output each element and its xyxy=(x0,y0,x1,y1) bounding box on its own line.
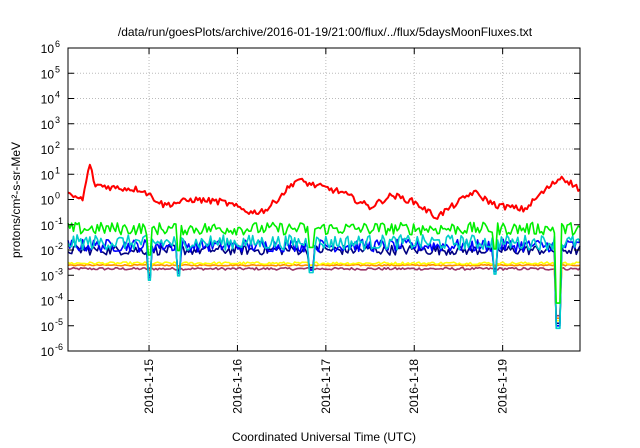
y-tick-exponent: 4 xyxy=(55,90,60,100)
series-line xyxy=(67,163,581,220)
y-tick-exponent: 0 xyxy=(55,191,60,201)
y-tick-label: 10 xyxy=(41,42,55,56)
y-tick-exponent: -1 xyxy=(55,216,63,226)
x-tick-label: 2016-1-16 xyxy=(230,359,244,414)
x-axis-label: Coordinated Universal Time (UTC) xyxy=(232,430,416,444)
plot-frame xyxy=(67,47,581,352)
series-line xyxy=(67,261,581,322)
y-tick-label: 10 xyxy=(41,67,55,81)
x-tick-label: 2016-1-17 xyxy=(319,359,333,414)
y-tick-label: 10 xyxy=(41,93,55,107)
y-tick-exponent: 5 xyxy=(55,64,60,74)
y-tick-exponent: -4 xyxy=(55,292,63,302)
y-tick-exponent: 3 xyxy=(55,115,60,125)
y-tick-exponent: -2 xyxy=(55,241,63,251)
y-tick-label: 10 xyxy=(41,168,55,182)
series-line xyxy=(67,266,581,317)
series-line xyxy=(67,234,581,330)
y-tick-exponent: 6 xyxy=(55,39,60,49)
y-axis-label: protons/cm²-s-sr-MeV xyxy=(9,142,23,258)
x-tick-label: 2016-1-18 xyxy=(407,359,421,414)
y-tick-exponent: 1 xyxy=(55,165,60,175)
y-tick-label: 10 xyxy=(41,194,55,208)
y-tick-label: 10 xyxy=(41,269,55,283)
series-line xyxy=(67,244,581,325)
y-axis: 10 -610 -510 -410 -310 -210 -110 010 110 210 310 41… xyxy=(41,39,580,359)
series-line xyxy=(67,221,581,304)
y-tick-exponent: -3 xyxy=(55,266,63,276)
y-tick-label: 10 xyxy=(41,295,55,309)
grid xyxy=(68,48,580,351)
y-tick-label: 10 xyxy=(41,143,55,157)
y-tick-label: 10 xyxy=(41,244,55,258)
series-line xyxy=(67,263,581,320)
y-tick-label: 10 xyxy=(41,118,55,132)
y-tick-exponent: -5 xyxy=(55,317,63,327)
y-tick-exponent: 2 xyxy=(55,140,60,150)
series-line xyxy=(67,238,581,327)
y-tick-exponent: -6 xyxy=(55,342,63,352)
y-tick-label: 10 xyxy=(41,219,55,233)
x-axis: 2016-1-15 2016-1-16 2016-1-17 2016-1-18 2016… xyxy=(142,48,510,414)
y-tick-label: 10 xyxy=(41,345,55,359)
x-tick-label: 2016-1-19 xyxy=(496,359,510,414)
x-tick-label: 2016-1-15 xyxy=(142,359,156,414)
chart-title: /data/run/goesPlots/archive/2016-01-19/2… xyxy=(118,25,533,39)
series-group xyxy=(67,163,581,330)
y-tick-label: 10 xyxy=(41,320,55,334)
